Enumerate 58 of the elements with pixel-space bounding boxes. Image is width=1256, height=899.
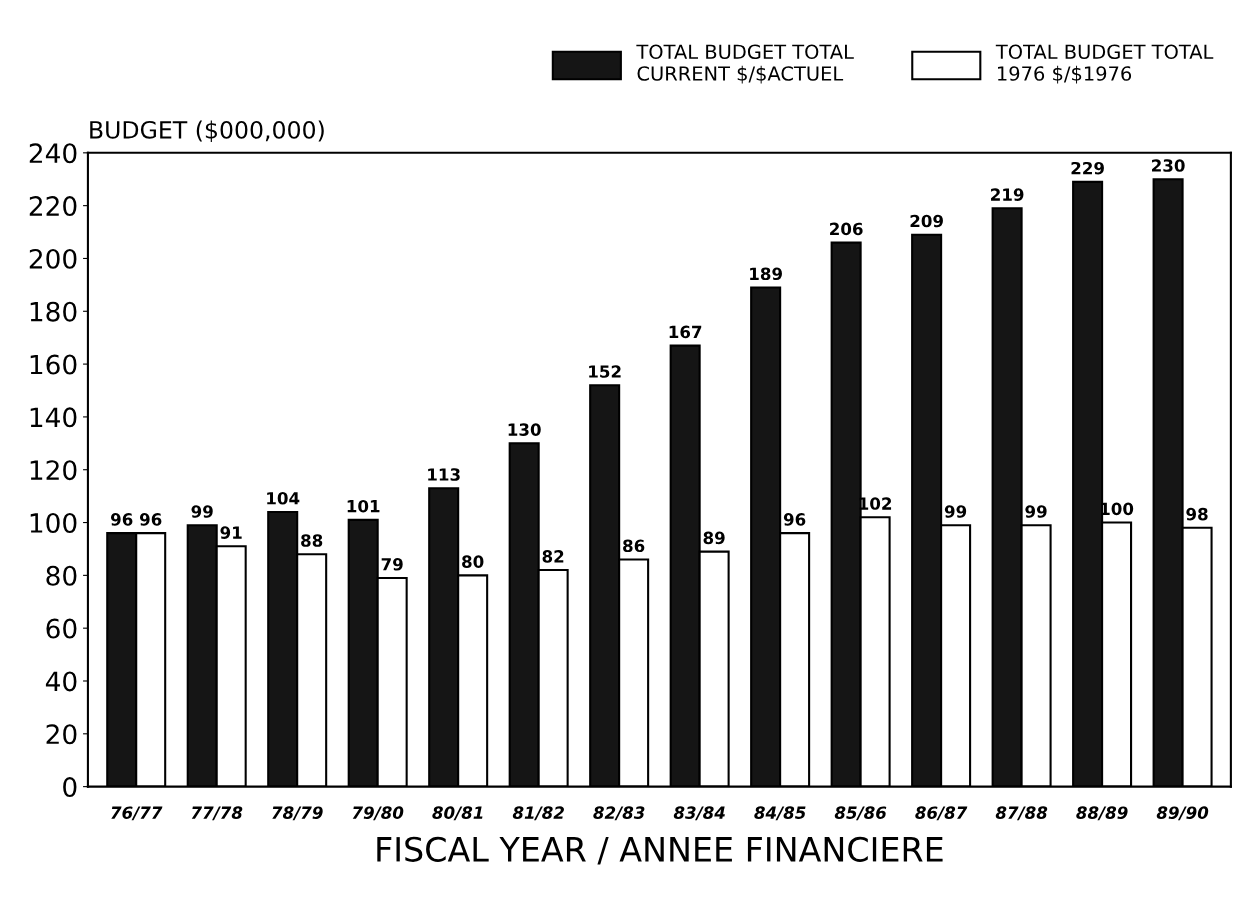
x-tick-label: 84/85 [754,806,806,821]
x-tick-label: 88/89 [1076,806,1128,821]
x-tick-label: 81/82 [512,806,564,821]
data-label: 100 [1101,502,1134,516]
data-label: 219 [991,188,1024,201]
y-tick-label: 120 [30,460,77,481]
data-label: 96 [139,513,162,526]
data-label: 86 [623,539,645,553]
x-axis-title: FISCAL YEAR / ANNEE FINANCIERE [377,836,943,865]
data-label: 88 [301,534,323,547]
legend-label: TOTAL BUDGET TOTAL CURRENT $/$ACTUEL [636,44,854,84]
data-label: 98 [1186,507,1208,521]
data-label: 96 [110,513,133,526]
x-tick-label: 83/84 [673,806,725,821]
x-tick-label: 86/87 [915,806,968,821]
data-label: 113 [428,468,460,481]
y-tick-label: 140 [30,407,77,428]
y-axis-title: BUDGET ($000,000) [90,120,324,142]
data-label: 82 [542,550,564,563]
y-tick-label: 40 [45,671,77,692]
data-label: 80 [462,555,484,568]
data-label: 104 [267,491,300,505]
data-label: 229 [1071,161,1104,175]
x-tick-label: 89/90 [1156,806,1209,821]
x-tick-label: 79/80 [352,806,404,821]
y-tick-label: 60 [46,618,77,639]
data-label: 167 [669,325,702,339]
y-tick-label: 220 [29,196,77,217]
data-label: 206 [830,222,863,236]
x-tick-label: 80/81 [432,806,483,821]
y-tick-label: 240 [29,143,77,164]
x-tick-label: 87/88 [995,806,1048,821]
y-tick-label: 80 [46,565,77,586]
y-tick-label: 160 [30,354,77,375]
data-label: 91 [220,526,242,539]
data-label: 130 [508,423,541,436]
y-tick-label: 200 [29,248,77,269]
x-tick-label: 78/79 [272,806,323,821]
data-label: 89 [703,531,725,545]
y-tick-label: 0 [63,777,77,798]
data-label: 189 [750,267,782,281]
data-label: 101 [347,499,380,513]
data-label: 152 [589,365,621,378]
x-tick-label: 82/83 [593,806,645,821]
data-label: 79 [381,558,403,571]
x-tick-label: 85/86 [834,806,887,821]
legend-label: TOTAL BUDGET TOTAL 1976 $/$1976 [995,44,1214,84]
data-label: 99 [191,505,213,518]
data-label: 99 [944,505,967,518]
x-tick-label: 77/78 [191,806,243,821]
data-label: 230 [1152,159,1185,172]
data-label: 96 [783,513,806,526]
y-tick-label: 180 [30,301,77,322]
data-label: 99 [1025,505,1047,518]
y-tick-label: 20 [46,724,77,745]
x-tick-label: 76/77 [111,806,163,821]
y-tick-label: 100 [30,512,77,533]
data-label: 209 [910,214,943,228]
